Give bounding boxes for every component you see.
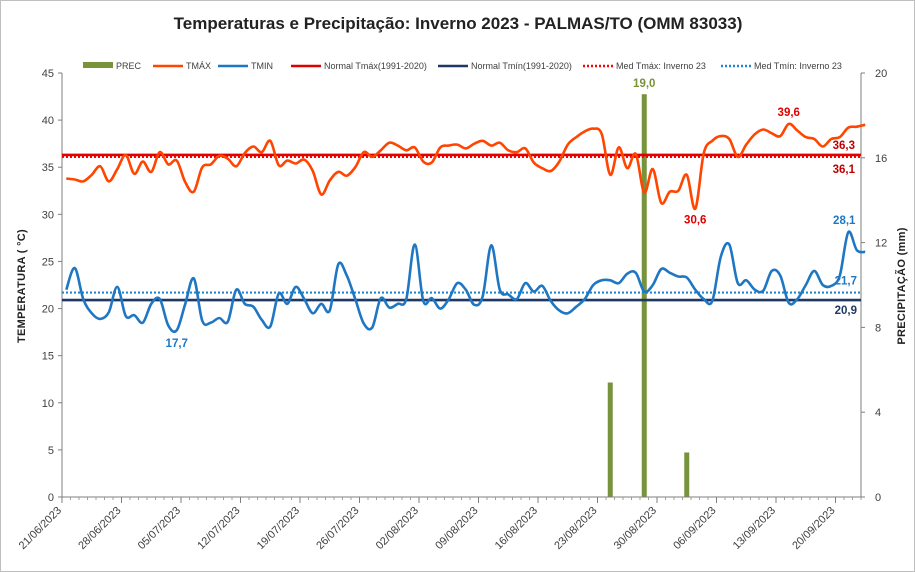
data-annotation: 19,0 <box>633 78 655 90</box>
legend-label: Normal Tmín(1991-2020) <box>471 61 572 71</box>
data-annotation: 21,7 <box>835 276 857 288</box>
legend-label: TMIN <box>251 61 273 71</box>
data-annotation: 17,7 <box>166 338 188 350</box>
data-annotation: 39,6 <box>778 107 800 119</box>
x-tick-label: 21/06/2023 <box>17 505 64 552</box>
x-tick-label: 16/08/2023 <box>493 505 540 552</box>
y2-axis-title: PRECIPITAÇÃO (mm) <box>895 227 908 344</box>
data-annotation: 30,6 <box>684 215 706 227</box>
series-lines <box>65 122 866 334</box>
precipitation-bar <box>684 452 690 497</box>
x-tick-label: 19/07/2023 <box>255 505 302 552</box>
x-tick-label: 28/06/2023 <box>76 505 123 552</box>
y-tick-label: 0 <box>48 492 54 504</box>
legend-swatch-bar <box>83 62 113 68</box>
x-tick-label: 20/09/2023 <box>790 505 837 552</box>
y-tick-label: 30 <box>42 209 54 221</box>
legend-label: PREC <box>116 61 142 71</box>
x-tick-label: 23/08/2023 <box>552 505 599 552</box>
legend-label: Normal Tmáx(1991-2020) <box>324 61 427 71</box>
data-annotation: 36,1 <box>833 164 856 176</box>
y2-tick-label: 12 <box>875 238 887 250</box>
x-tick-label: 26/07/2023 <box>314 505 361 552</box>
x-tick-label: 30/08/2023 <box>612 505 659 552</box>
chart-title: Temperaturas e Precipitação: Inverno 202… <box>174 14 743 33</box>
series-line-tmax <box>66 122 866 211</box>
legend-label: TMÁX <box>186 61 211 71</box>
y-tick-label: 25 <box>42 256 54 268</box>
precipitation-bar <box>641 94 647 497</box>
legend: PREC TMÁX TMIN Normal Tmáx(1991-2020) Normal… <box>83 61 842 71</box>
y-tick-label: 35 <box>42 162 54 174</box>
y2-tick-label: 4 <box>875 407 881 419</box>
series-line-tmin <box>65 230 866 334</box>
y-tick-label: 15 <box>42 351 54 363</box>
data-annotation: 36,3 <box>833 140 855 152</box>
legend-label: Med Tmáx: Inverno 23 <box>616 61 706 71</box>
data-annotation: 20,9 <box>835 305 857 317</box>
y2-tick-label: 0 <box>875 492 881 504</box>
x-tick-label: 09/08/2023 <box>433 505 480 552</box>
y2-tick-label: 20 <box>875 68 887 80</box>
y-tick-label: 5 <box>48 445 54 457</box>
precipitation-bars <box>607 94 690 497</box>
reference-lines <box>62 153 861 302</box>
x-tick-label: 02/08/2023 <box>374 505 421 552</box>
y2-tick-label: 16 <box>875 153 887 165</box>
precipitation-bar <box>607 382 613 497</box>
y-tick-label: 20 <box>42 304 54 316</box>
x-tick-label: 12/07/2023 <box>195 505 242 552</box>
x-tick-label: 13/09/2023 <box>731 505 778 552</box>
legend-label: Med Tmín: Inverno 23 <box>754 61 842 71</box>
y-tick-label: 45 <box>42 68 54 80</box>
x-tick-label: 06/09/2023 <box>671 505 718 552</box>
data-annotation: 28,1 <box>833 215 856 227</box>
x-tick-label: 05/07/2023 <box>136 505 183 552</box>
y-axis-title: TEMPERATURA ( °C) <box>16 229 28 343</box>
y-tick-label: 40 <box>42 115 54 127</box>
y2-tick-label: 8 <box>875 322 881 334</box>
y-tick-label: 10 <box>42 398 54 410</box>
annotations: 19,0 39,6 36,3 36,1 30,6 28,1 21,7 20,9 17,7 <box>166 78 857 350</box>
